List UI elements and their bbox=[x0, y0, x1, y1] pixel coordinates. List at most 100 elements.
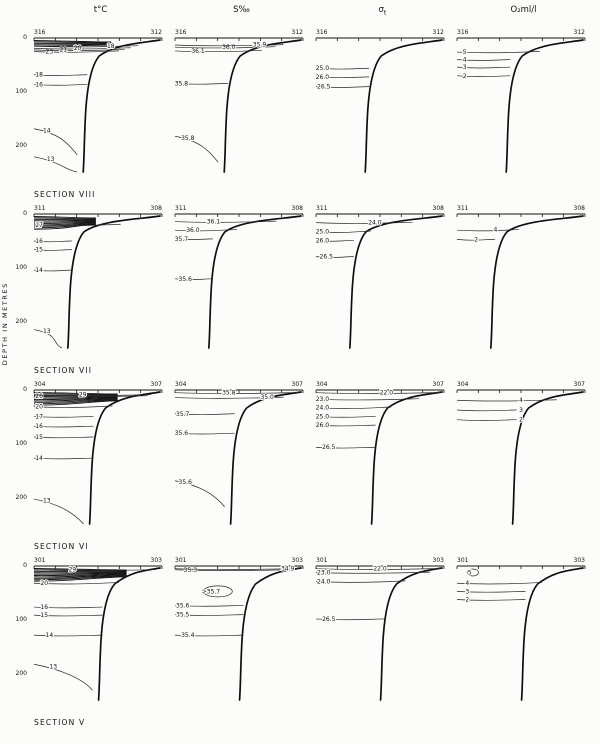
contour-line bbox=[33, 394, 152, 397]
station-label-left: 301 bbox=[316, 557, 328, 564]
contour-label: 26.5 bbox=[322, 616, 336, 623]
contour-line bbox=[315, 398, 420, 401]
contour-label: 13 bbox=[47, 156, 55, 163]
contour-line bbox=[33, 74, 88, 76]
section-plot: 301 303 5 432 bbox=[456, 557, 586, 701]
column-title-temperature: t°C bbox=[30, 5, 171, 26]
section-plot: 301 303 22.0 23.0 24.0 26.5 bbox=[315, 557, 445, 701]
station-label-left: 304 bbox=[34, 381, 46, 388]
contour-line bbox=[33, 40, 112, 43]
contour-line bbox=[315, 568, 441, 570]
contour-label: 4 bbox=[465, 580, 469, 587]
contour-line bbox=[174, 614, 244, 616]
contour-line bbox=[456, 409, 517, 412]
section-plot: 316 312 543 2 bbox=[456, 29, 586, 173]
contour-label: 24.0 bbox=[317, 579, 331, 586]
contour-line bbox=[33, 48, 125, 52]
contour-label: 26.0 bbox=[316, 74, 330, 81]
contour-label: 35.6 bbox=[179, 276, 193, 283]
seafloor-line bbox=[223, 39, 302, 173]
contour-line bbox=[174, 135, 219, 163]
contour-line bbox=[33, 216, 96, 219]
depth-tick-label: 100 bbox=[15, 440, 27, 447]
contour-label: 2 bbox=[465, 596, 469, 603]
contour-line bbox=[33, 223, 96, 229]
contour-line bbox=[315, 580, 406, 583]
contour-label: 3 bbox=[463, 64, 467, 71]
contour-line bbox=[315, 424, 376, 427]
contour-line bbox=[174, 605, 244, 607]
contour-line bbox=[33, 416, 94, 418]
station-label-right: 312 bbox=[151, 29, 163, 36]
contour-line bbox=[315, 230, 371, 233]
contour-label: 35.8 bbox=[181, 135, 195, 142]
contour-line bbox=[456, 75, 511, 78]
contour-panel: 316 312 23 21 20 18 18 16 14 13 bbox=[30, 26, 171, 202]
contour-label: 35.6 bbox=[179, 479, 193, 486]
section-label: SECTION VII bbox=[34, 366, 93, 375]
contour-label: 26 bbox=[35, 393, 43, 400]
depth-gutter: 0 100 200 bbox=[0, 378, 30, 554]
contour-line bbox=[33, 606, 103, 609]
contour-line bbox=[315, 416, 376, 418]
contour-line bbox=[174, 413, 235, 415]
depth-tick-label: 0 bbox=[23, 386, 27, 393]
contour-label: 26.5 bbox=[317, 84, 331, 91]
contour-label: 13 bbox=[43, 328, 51, 335]
contour-line bbox=[315, 256, 354, 258]
contour-label: 13 bbox=[43, 498, 51, 505]
station-label-right: 303 bbox=[292, 557, 304, 564]
contour-line bbox=[33, 576, 127, 582]
station-label-right: 303 bbox=[151, 557, 163, 564]
station-label-left: 311 bbox=[316, 205, 328, 212]
station-label-left: 316 bbox=[175, 29, 187, 36]
contour-label: 16 bbox=[40, 604, 48, 611]
contour-line bbox=[33, 397, 118, 401]
contour-line bbox=[33, 45, 139, 48]
contour-line bbox=[33, 575, 127, 581]
contour-line bbox=[174, 480, 225, 507]
contour-label: 2 bbox=[463, 73, 467, 80]
contour-label: 14 bbox=[35, 267, 43, 274]
contour-label: 24.0 bbox=[316, 405, 330, 412]
column-title-text: O₂ bbox=[510, 5, 521, 15]
contour-line bbox=[33, 399, 118, 405]
section-row-vii: 0 100 200 311 308 27 16 15 14 13 311 308 36.1 36.… bbox=[0, 202, 600, 378]
station-label-left: 304 bbox=[316, 381, 328, 388]
contour-line bbox=[174, 569, 297, 571]
seafloor-line bbox=[97, 567, 161, 701]
contour-line bbox=[33, 457, 94, 460]
contour-label: 23.0 bbox=[316, 396, 330, 403]
contour-panel: 311 308 27 16 15 14 13 bbox=[30, 202, 171, 378]
station-label-right: 308 bbox=[433, 205, 445, 212]
contour-line bbox=[315, 446, 376, 449]
contour-label: 26.0 bbox=[316, 237, 330, 244]
station-label-right: 303 bbox=[574, 557, 586, 564]
contour-label: 2 bbox=[474, 236, 478, 243]
contour-label: 35.5 bbox=[176, 612, 190, 619]
section-plot: 316 312 23 21 20 18 18 16 14 13 bbox=[33, 29, 163, 173]
station-label-left: 316 bbox=[457, 29, 469, 36]
station-label-right: 307 bbox=[292, 381, 304, 388]
depth-tick-label: 100 bbox=[15, 264, 27, 271]
contour-label: 20 bbox=[40, 580, 48, 587]
contour-label: 4 bbox=[463, 57, 467, 64]
contour-panel: 316 312 36.1 36.0 35.9 35.8 35.8 bbox=[171, 26, 312, 202]
section-plot: 311 308 24.0 25.026.0 26.5 bbox=[315, 205, 445, 349]
contour-line bbox=[315, 571, 431, 574]
contour-line bbox=[174, 229, 238, 232]
section-plot: 304 307 4 3 2 bbox=[456, 381, 586, 525]
seafloor-line bbox=[66, 215, 161, 349]
station-label-left: 301 bbox=[457, 557, 469, 564]
contour-line bbox=[33, 269, 72, 272]
section-row-v: 0 100 200 301 303 29 20 16 15 14 13 301 303 35.3 3… bbox=[0, 554, 600, 730]
station-label-left: 311 bbox=[175, 205, 187, 212]
contour-panel: 316 312 5 4 3 2 bbox=[453, 26, 594, 202]
section-row-vi: 0 100 200 304 307 26 29 20 17 16 15 14 13 304 307 3… bbox=[0, 378, 600, 554]
section-plot: 304 307 26 29 20 17 16 15 14 13 bbox=[33, 381, 163, 525]
section-plot: 311 308 36.1 36.0 35.7 35.6 bbox=[174, 205, 304, 349]
contour-line bbox=[33, 614, 103, 617]
closed-contour bbox=[202, 585, 233, 598]
